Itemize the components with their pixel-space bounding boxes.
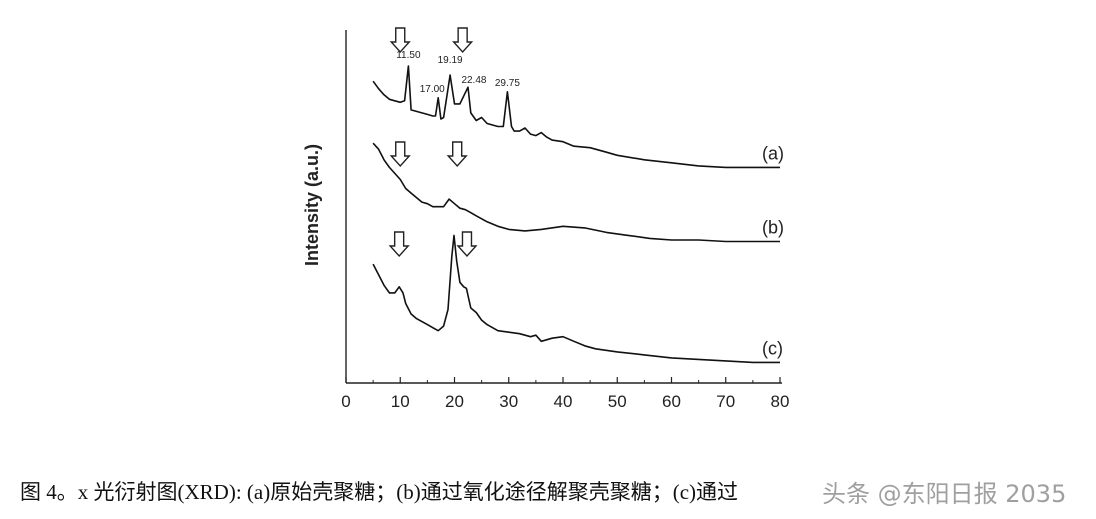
x-tick-label: 60 [662, 392, 681, 411]
series-line-1 [372, 142, 780, 243]
chart-labels: (a) (b) (c) 11.50 17.00 19.19 22.48 29.75 [396, 50, 784, 358]
peak-arrows [388, 27, 478, 258]
watermark: 头条 @东阳日报 2035 [822, 480, 1067, 508]
xrd-chart: 0 10 20 30 40 50 60 70 80 (a) (b) (c) 11.50 17.00 19.… [302, 27, 789, 411]
down-arrow-icon [456, 231, 478, 258]
chart-series [372, 65, 780, 364]
peak-label: 22.48 [461, 75, 486, 86]
x-tick-label: 80 [771, 392, 790, 411]
x-tick-label: 20 [445, 392, 464, 411]
series-label-2: (c) [762, 338, 783, 358]
x-tick-label: 10 [391, 392, 410, 411]
x-tick-label: 70 [716, 392, 735, 411]
chart-axes [345, 30, 782, 384]
figure-caption: 图 4。x 光衍射图(XRD): (a)原始壳聚糖；(b)通过氧化途径解聚壳聚糖… [20, 476, 1090, 506]
x-tick-label: 0 [341, 392, 350, 411]
down-arrow-icon [389, 27, 411, 54]
series-line-2 [372, 234, 780, 364]
x-axis-ticks: 0 10 20 30 40 50 60 70 80 [341, 377, 789, 411]
peak-label: 19.19 [438, 55, 463, 66]
down-arrow-icon [452, 27, 474, 54]
series-label-0: (a) [762, 143, 784, 163]
peak-label: 17.00 [420, 84, 445, 95]
series-line-0 [372, 65, 780, 169]
x-tick-label: 30 [499, 392, 518, 411]
down-arrow-icon [446, 141, 468, 168]
x-tick-label: 40 [554, 392, 573, 411]
series-label-1: (b) [762, 217, 784, 237]
caption-text: 图 4。x 光衍射图(XRD): (a)原始壳聚糖；(b)通过氧化途径解聚壳聚糖… [20, 480, 739, 504]
down-arrow-icon [389, 141, 411, 168]
peak-label: 11.50 [396, 50, 421, 61]
x-tick-label: 50 [608, 392, 627, 411]
y-axis-label: Intensity (a.u.) [302, 144, 322, 266]
peak-label: 29.75 [495, 78, 520, 89]
down-arrow-icon [388, 231, 410, 258]
